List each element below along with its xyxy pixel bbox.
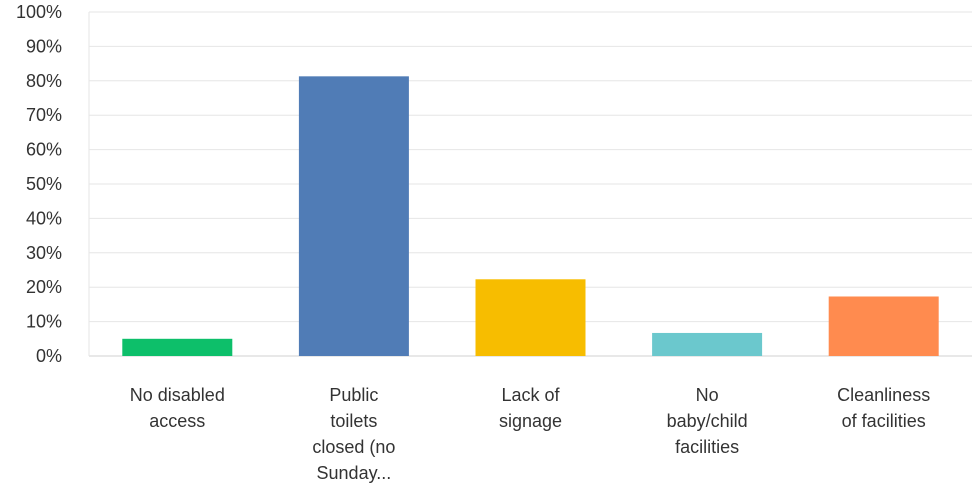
x-category-label: Cleanliness of facilities [837,385,930,431]
x-category-label: Lack of signage [499,385,562,431]
bar[interactable]: Cleanliness of facilities [828,296,939,356]
x-category-label: Public toilets closed (no Sunday... [312,385,395,483]
bar[interactable]: No disabled access [122,338,233,356]
y-tick-label: 60% [26,140,62,160]
y-tick-label: 10% [26,312,62,332]
y-tick-label: 70% [26,105,62,125]
y-tick-label: 50% [26,174,62,194]
y-tick-label: 20% [26,277,62,297]
bar[interactable]: No baby/child facilities [652,332,763,356]
y-tick-label: 40% [26,208,62,228]
x-category-label: No disabled access [130,385,225,431]
y-tick-label: 90% [26,36,62,56]
x-category-label: No baby/child facilities [667,385,748,457]
bar[interactable]: Public toilets closed (no Sunday... [298,76,409,356]
y-tick-label: 100% [16,2,62,22]
bar[interactable]: Lack of signage [475,279,586,356]
y-tick-label: 0% [36,346,62,366]
y-tick-label: 30% [26,243,62,263]
y-tick-label: 80% [26,71,62,91]
